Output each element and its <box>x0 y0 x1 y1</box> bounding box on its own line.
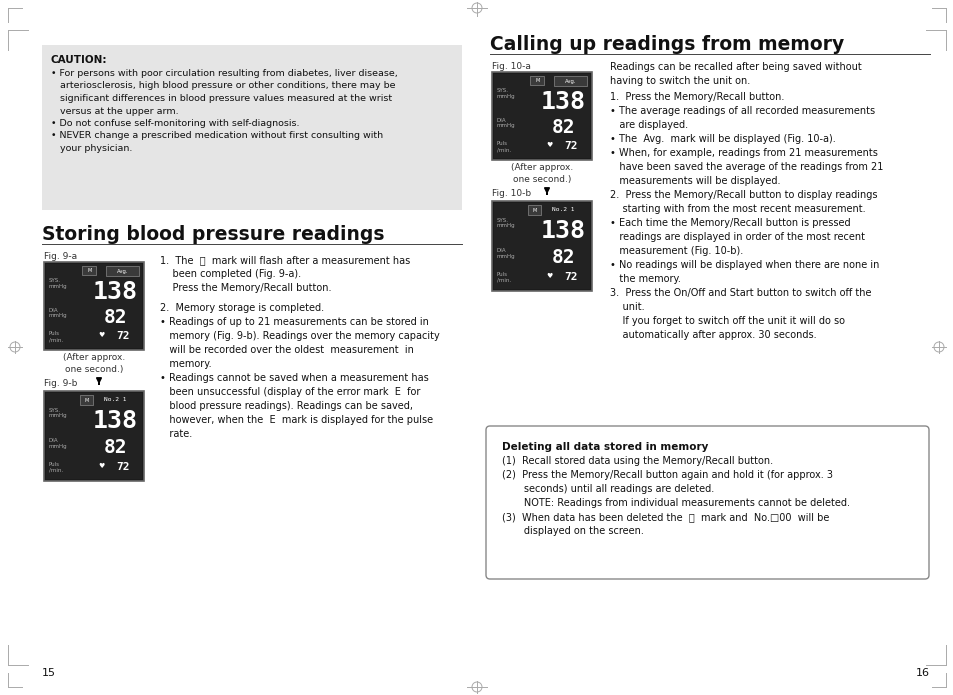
Text: 82: 82 <box>551 247 575 267</box>
Text: ♥: ♥ <box>546 142 552 148</box>
Text: 82: 82 <box>551 117 575 137</box>
Text: • Readings cannot be saved when a measurement has
   been unsuccessful (display : • Readings cannot be saved when a measur… <box>160 373 433 439</box>
Text: 138: 138 <box>540 220 585 243</box>
Text: Readings can be recalled after being saved without
having to switch the unit on.: Readings can be recalled after being sav… <box>609 62 861 86</box>
Text: M: M <box>532 208 536 213</box>
Text: 72: 72 <box>563 141 577 152</box>
Bar <box>492 72 592 160</box>
Text: 3.  Press the On/Off and Start button to switch off the
    unit.
    If you for: 3. Press the On/Off and Start button to … <box>609 288 871 340</box>
Text: ♥: ♥ <box>546 272 552 279</box>
Text: • When, for example, readings from 21 measurements
   have been saved the averag: • When, for example, readings from 21 me… <box>609 148 882 186</box>
Bar <box>527 205 540 215</box>
Text: Puls
/min.: Puls /min. <box>497 272 511 283</box>
Bar <box>79 395 93 405</box>
Text: Puls
/min.: Puls /min. <box>49 461 63 473</box>
Text: Avg.: Avg. <box>116 268 128 274</box>
Text: Fig. 10-b: Fig. 10-b <box>492 189 531 198</box>
Text: DIA
mmHg: DIA mmHg <box>497 247 515 259</box>
Bar <box>530 76 543 85</box>
Bar <box>492 201 592 291</box>
Text: • The  Avg.  mark will be displayed (Fig. 10-a).: • The Avg. mark will be displayed (Fig. … <box>609 134 835 144</box>
FancyBboxPatch shape <box>485 426 928 579</box>
Text: SYS.
mmHg: SYS. mmHg <box>49 278 68 289</box>
Text: Puls
/min.: Puls /min. <box>497 141 511 152</box>
Text: (1)  Recall stored data using the Memory/Recall button.
(2)  Press the Memory/Re: (1) Recall stored data using the Memory/… <box>501 456 849 536</box>
Text: • Each time the Memory/Recall button is pressed
   readings are displayed in ord: • Each time the Memory/Recall button is … <box>609 218 864 256</box>
Text: (After approx.
one second.): (After approx. one second.) <box>63 353 125 374</box>
Text: Fig. 10-a: Fig. 10-a <box>492 62 530 71</box>
Text: Fig. 9-a: Fig. 9-a <box>44 252 77 261</box>
Text: Puls
/min.: Puls /min. <box>49 332 63 342</box>
Text: 138: 138 <box>92 280 137 304</box>
Bar <box>494 74 589 158</box>
Bar <box>44 391 144 481</box>
Text: 2.  Press the Memory/Recall button to display readings
    starting with from th: 2. Press the Memory/Recall button to dis… <box>609 190 877 214</box>
Text: SYS.
mmHg: SYS. mmHg <box>497 88 515 99</box>
Text: Avg.: Avg. <box>564 79 576 83</box>
Text: SYS.
mmHg: SYS. mmHg <box>49 408 68 418</box>
Bar <box>494 203 589 289</box>
Text: M: M <box>84 398 89 402</box>
Bar <box>42 45 461 210</box>
Text: 72: 72 <box>116 332 130 341</box>
Bar <box>82 266 96 275</box>
Text: M: M <box>535 78 538 83</box>
Text: • No readings will be displayed when there are none in
   the memory.: • No readings will be displayed when the… <box>609 260 879 284</box>
Text: • For persons with poor circulation resulting from diabetes, liver disease,
   a: • For persons with poor circulation resu… <box>51 69 397 153</box>
Text: ♥: ♥ <box>98 463 105 468</box>
Text: 138: 138 <box>540 90 585 114</box>
Text: 138: 138 <box>92 409 137 434</box>
Text: 72: 72 <box>116 461 130 472</box>
Text: 16: 16 <box>915 668 929 678</box>
Text: 2.  Memory storage is completed.: 2. Memory storage is completed. <box>160 303 324 313</box>
Text: • The average readings of all recorded measurements
   are displayed.: • The average readings of all recorded m… <box>609 106 874 130</box>
Text: 82: 82 <box>103 308 127 327</box>
Text: CAUTION:: CAUTION: <box>51 55 108 65</box>
Text: • Readings of up to 21 measurements can be stored in
   memory (Fig. 9-b). Readi: • Readings of up to 21 measurements can … <box>160 317 439 369</box>
Bar <box>106 266 139 276</box>
Text: 15: 15 <box>42 668 56 678</box>
Text: 82: 82 <box>103 438 127 457</box>
Bar <box>553 76 586 86</box>
Text: 1.  Press the Memory/Recall button.: 1. Press the Memory/Recall button. <box>609 92 783 102</box>
Text: Calling up readings from memory: Calling up readings from memory <box>490 35 843 54</box>
Bar <box>44 262 144 350</box>
Text: DIA
mmHg: DIA mmHg <box>49 308 68 318</box>
Text: 72: 72 <box>563 272 577 281</box>
Text: Storing blood pressure readings: Storing blood pressure readings <box>42 225 384 244</box>
Text: DIA
mmHg: DIA mmHg <box>49 438 68 448</box>
Text: SYS.
mmHg: SYS. mmHg <box>497 218 515 229</box>
Bar <box>46 264 142 348</box>
Bar <box>46 393 142 479</box>
Text: Fig. 9-b: Fig. 9-b <box>44 379 77 388</box>
Text: DIA
mmHg: DIA mmHg <box>497 117 515 129</box>
Text: M: M <box>87 268 91 273</box>
Text: (After approx.
one second.): (After approx. one second.) <box>511 163 573 183</box>
Text: No.2 1: No.2 1 <box>104 397 126 402</box>
Text: No.2 1: No.2 1 <box>551 207 574 212</box>
Text: Deleting all data stored in memory: Deleting all data stored in memory <box>501 442 708 452</box>
Text: ♥: ♥ <box>98 332 105 338</box>
Text: 1.  The  Ⓜ  mark will flash after a measurement has
    been completed (Fig. 9-a: 1. The Ⓜ mark will flash after a measure… <box>160 255 410 293</box>
